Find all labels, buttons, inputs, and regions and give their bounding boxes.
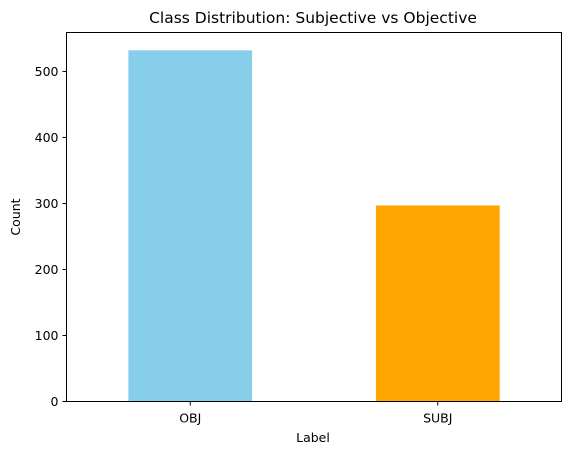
bar-obj bbox=[128, 50, 253, 402]
plot-frame bbox=[66, 32, 562, 402]
y-tick-label: 0 bbox=[51, 394, 59, 409]
chart-title: Class Distribution: Subjective vs Object… bbox=[149, 9, 477, 27]
x-axis-label: Label bbox=[296, 430, 330, 445]
y-axis-ticks: 0 100 200 300 400 500 bbox=[35, 64, 67, 409]
y-tick-label: 500 bbox=[35, 64, 59, 79]
x-tick-label: OBJ bbox=[179, 411, 201, 426]
y-tick-label: 300 bbox=[35, 196, 59, 211]
x-tick-label: SUBJ bbox=[423, 411, 452, 426]
y-tick-label: 100 bbox=[35, 328, 59, 343]
y-tick-label: 200 bbox=[35, 262, 59, 277]
x-axis-ticks: OBJ SUBJ bbox=[179, 401, 452, 426]
bars-group bbox=[128, 50, 500, 402]
bar-subj bbox=[375, 205, 500, 402]
y-tick-label: 400 bbox=[35, 130, 59, 145]
y-axis-label: Count bbox=[8, 198, 23, 235]
